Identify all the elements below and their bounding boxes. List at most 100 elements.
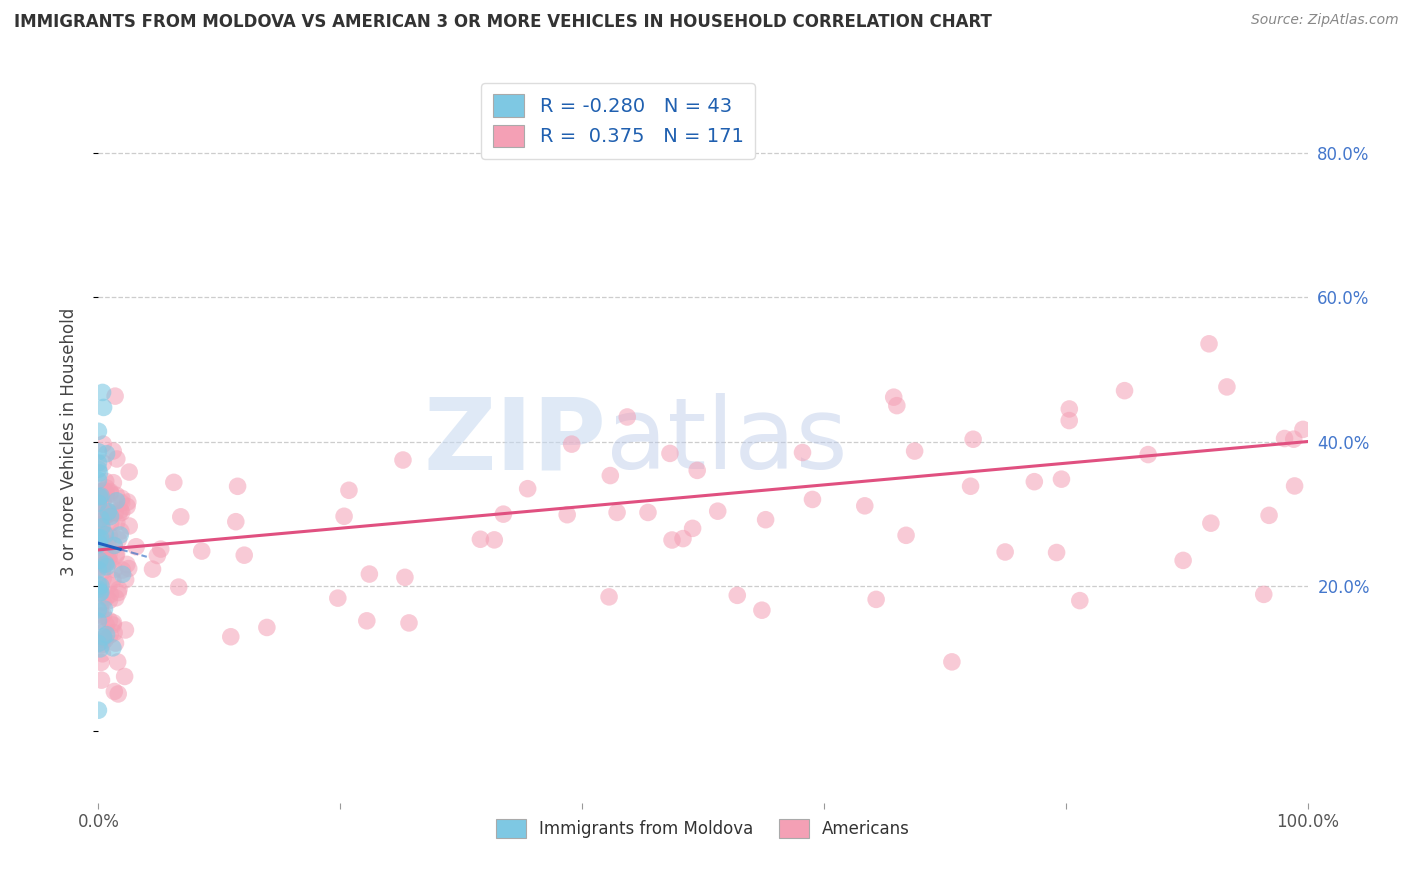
Point (87, 444, 110, 458)
Point (90, 484, 112, 499)
Point (87, 456, 110, 470)
Point (226, 479, 249, 493)
Point (90, 555, 112, 569)
Point (1282, 432, 1305, 446)
Point (356, 614, 378, 628)
Point (111, 496, 134, 510)
Point (751, 603, 773, 617)
Point (682, 521, 704, 535)
Point (91, 520, 114, 534)
Point (103, 615, 125, 630)
Point (103, 562, 125, 576)
Point (886, 399, 908, 413)
Point (606, 505, 628, 519)
Point (233, 548, 256, 562)
Point (97, 505, 120, 519)
Point (672, 532, 695, 546)
Point (90, 517, 112, 532)
Point (110, 524, 132, 538)
Point (110, 503, 132, 517)
Point (89, 490, 111, 504)
Point (118, 465, 141, 479)
Point (755, 513, 778, 527)
Point (90, 609, 112, 624)
Point (91, 456, 114, 470)
Point (93, 483, 115, 498)
Point (111, 563, 134, 577)
Point (93, 608, 115, 623)
Point (104, 636, 127, 650)
Point (599, 468, 621, 483)
Point (658, 446, 681, 460)
Point (87, 577, 110, 591)
Point (146, 549, 169, 563)
Point (89, 635, 111, 649)
Point (98, 529, 121, 543)
Point (904, 444, 927, 458)
Point (616, 409, 638, 424)
Point (98, 588, 121, 602)
Point (89, 641, 111, 656)
Point (93, 630, 115, 644)
Point (103, 539, 125, 553)
Point (87, 582, 110, 596)
Point (91, 558, 114, 572)
Point (1253, 587, 1275, 601)
Point (555, 508, 578, 522)
Point (167, 580, 190, 594)
Point (1171, 553, 1194, 567)
Point (108, 507, 131, 521)
Point (94, 507, 117, 521)
Point (98, 484, 121, 499)
Text: Source: ZipAtlas.com: Source: ZipAtlas.com (1251, 13, 1399, 28)
Point (706, 504, 728, 518)
Point (598, 590, 620, 604)
Point (107, 585, 129, 599)
Point (90, 585, 112, 599)
Point (87, 559, 110, 574)
Point (219, 630, 242, 644)
Point (93, 527, 115, 541)
Point (91, 571, 114, 585)
Point (94, 617, 117, 632)
Point (94, 528, 117, 542)
Point (107, 687, 129, 701)
Point (1024, 475, 1046, 489)
Point (962, 432, 984, 446)
Point (89, 514, 111, 528)
Point (103, 539, 125, 553)
Point (941, 655, 963, 669)
Point (883, 390, 905, 404)
Point (1284, 479, 1306, 493)
Point (94, 486, 117, 500)
Point (87, 614, 110, 628)
Point (101, 573, 124, 587)
Point (1216, 380, 1239, 394)
Point (1045, 545, 1067, 559)
Point (149, 542, 172, 557)
Point (661, 533, 683, 547)
Point (105, 549, 128, 563)
Point (111, 505, 134, 519)
Point (686, 463, 709, 477)
Point (98, 506, 121, 520)
Point (89, 536, 111, 550)
Point (190, 544, 212, 558)
Point (114, 573, 136, 587)
Point (105, 452, 128, 467)
Point (90, 638, 112, 652)
Point (97, 537, 120, 551)
Point (111, 491, 134, 506)
Point (98, 593, 121, 607)
Point (398, 615, 420, 630)
Point (333, 509, 356, 524)
Point (90, 656, 112, 670)
Point (994, 545, 1017, 559)
Point (98, 614, 121, 628)
Point (91, 595, 114, 609)
Point (100, 486, 122, 500)
Point (114, 669, 136, 683)
Point (98, 547, 121, 561)
Point (91, 565, 114, 579)
Point (96, 591, 118, 605)
